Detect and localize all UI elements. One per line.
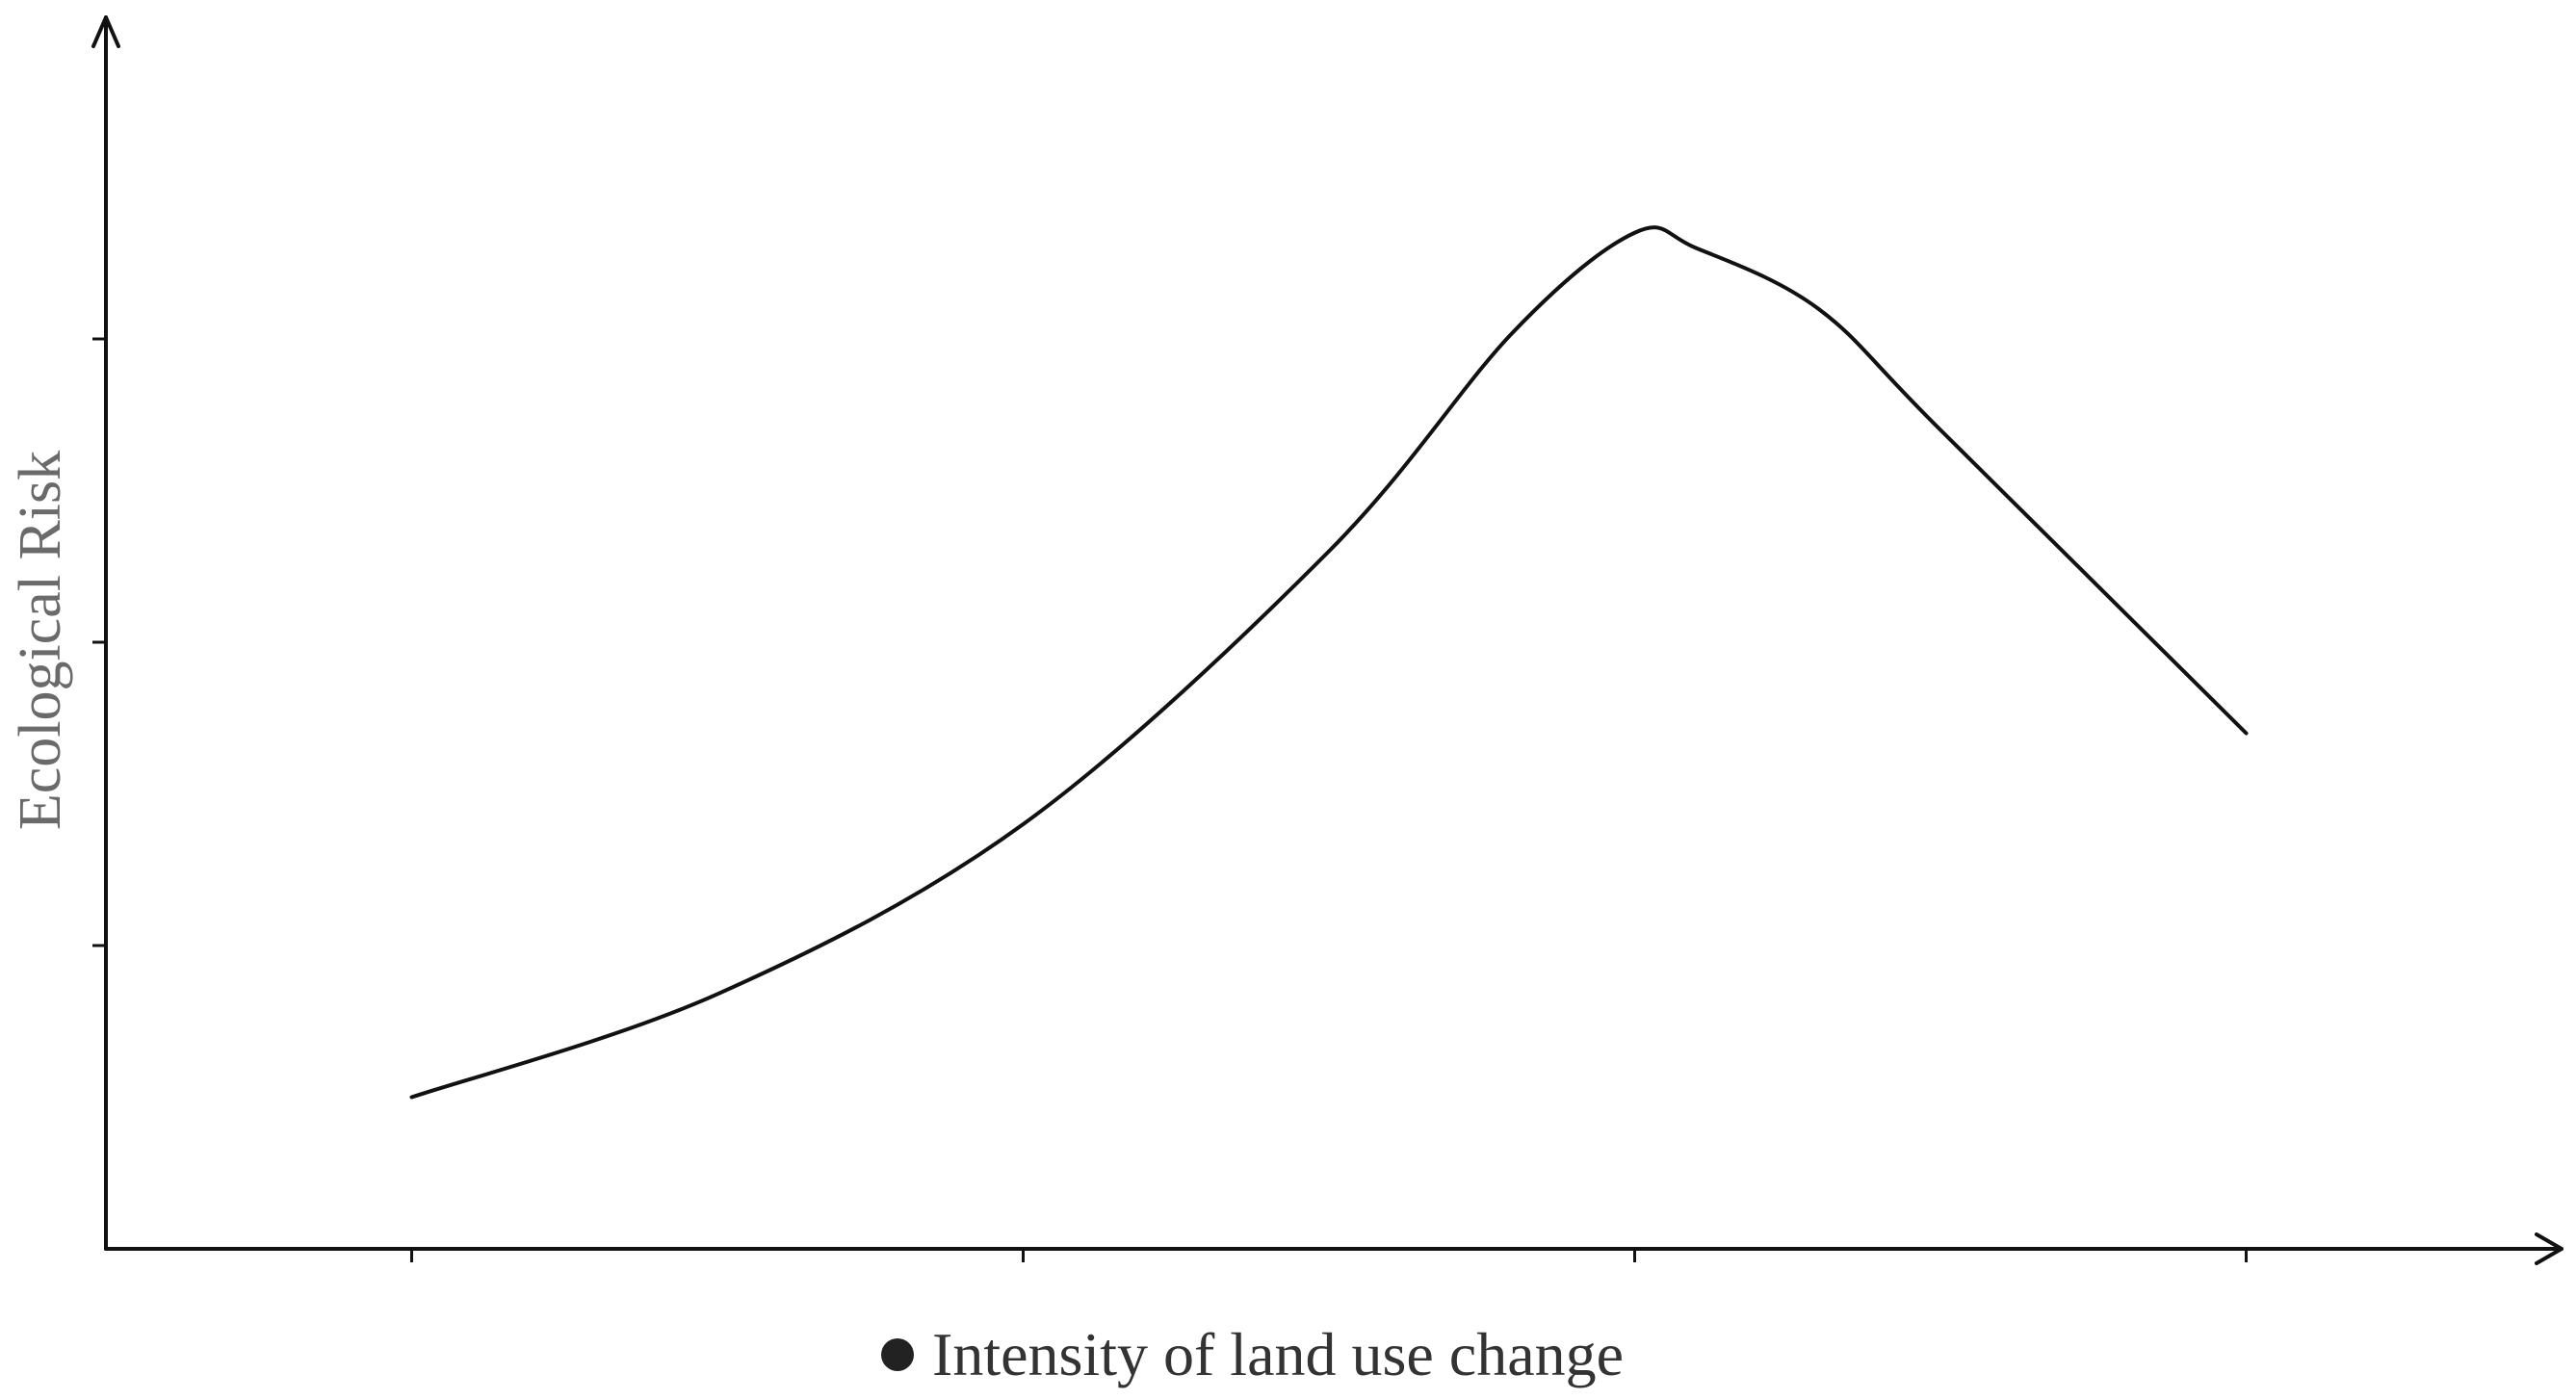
series (409, 225, 2249, 1100)
y-axis-arrow-icon (91, 15, 120, 48)
x-axis-arrow-icon (2535, 1232, 2563, 1265)
y-axis-label: Ecological Risk (8, 451, 73, 830)
x-axis-label: Intensity of land use change (932, 1320, 1624, 1388)
series-line (409, 225, 2249, 1100)
axes (91, 15, 2563, 1265)
x-label-bullet-icon (881, 1338, 914, 1371)
ticks (92, 337, 2248, 1262)
